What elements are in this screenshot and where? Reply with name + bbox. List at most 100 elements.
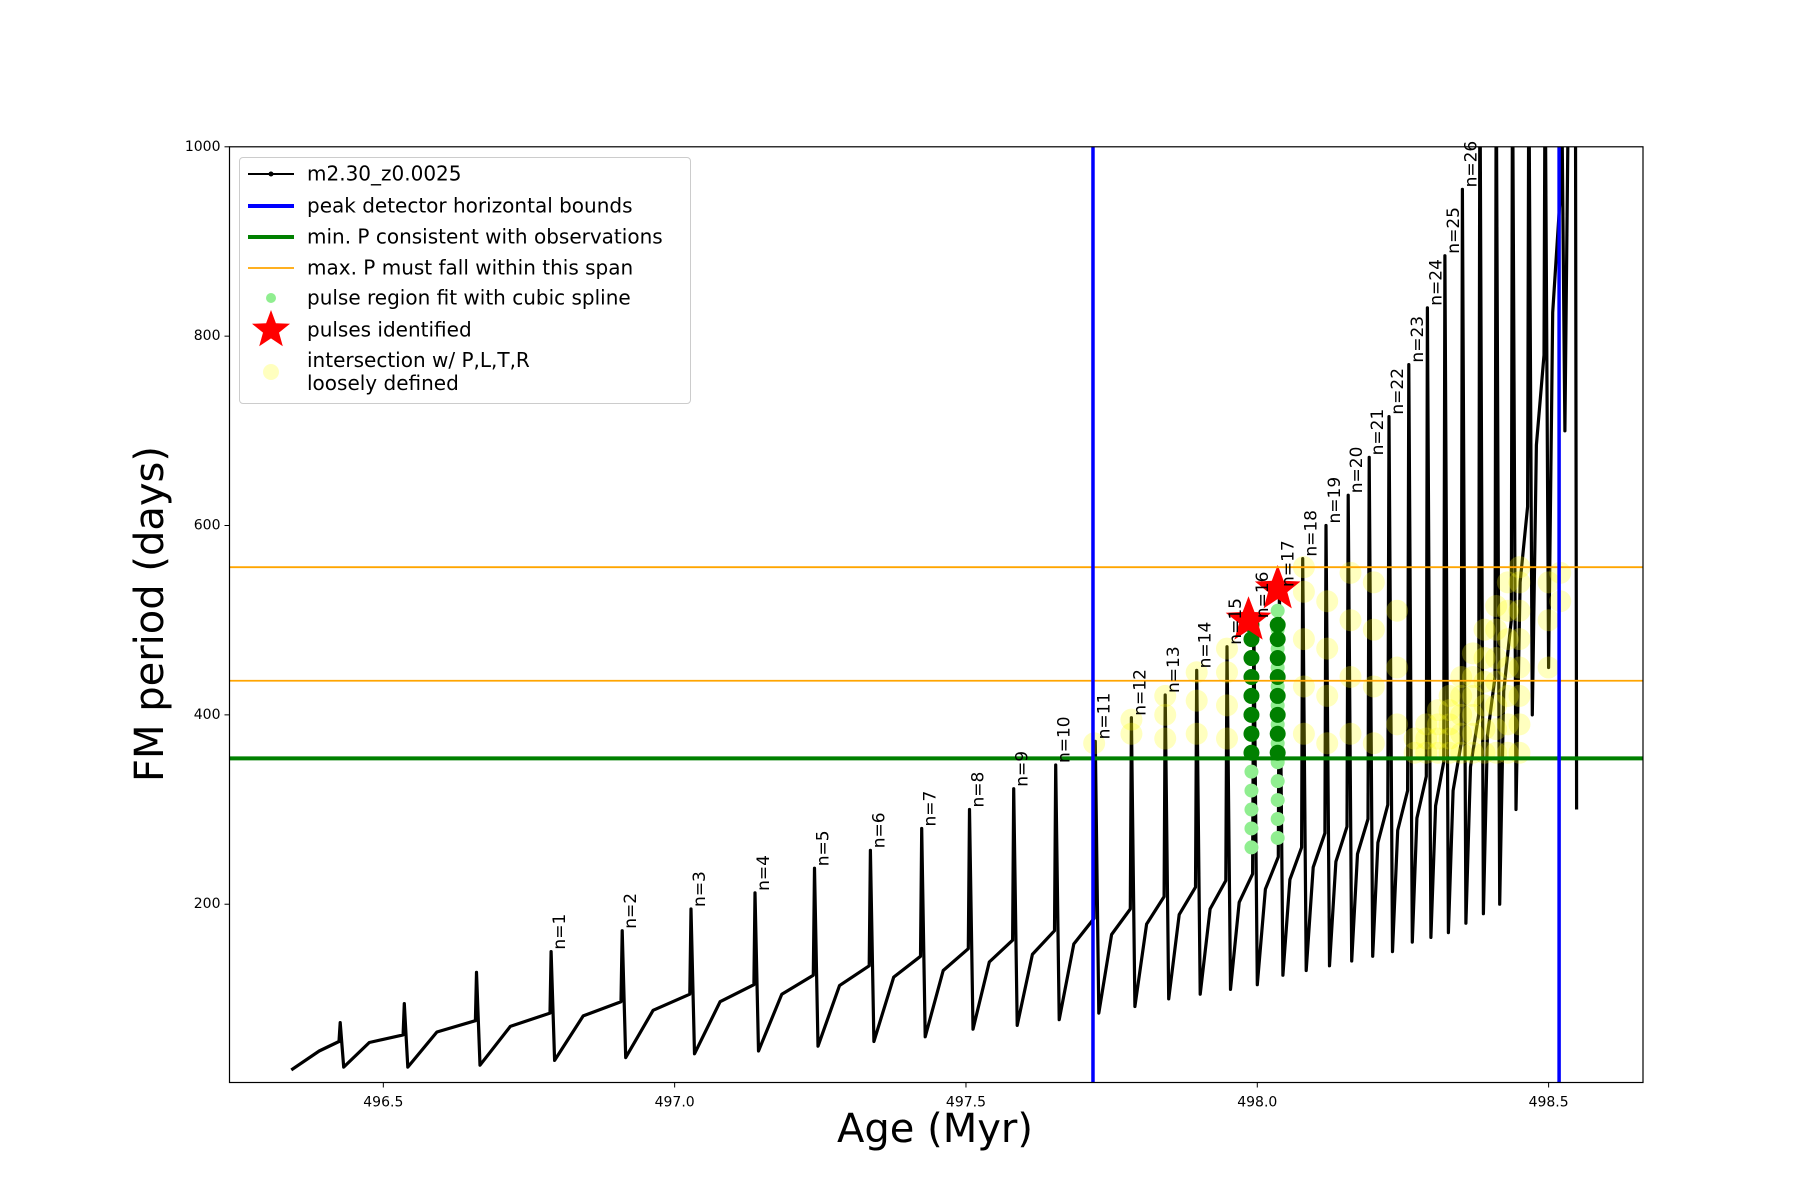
scatter-point	[1508, 741, 1531, 764]
pulse-label: n=8	[968, 772, 988, 808]
scatter-point	[1386, 713, 1409, 736]
legend-label: max. P must fall within this span	[307, 255, 634, 280]
scatter-point	[1485, 718, 1508, 741]
scatter-point	[1243, 668, 1260, 685]
scatter-point	[1215, 727, 1238, 750]
scatter-point	[1154, 684, 1177, 707]
scatter-point	[1120, 722, 1143, 745]
data-line	[290, 146, 1579, 1072]
pulse-label: n=19	[1325, 477, 1345, 524]
scatter-point	[1244, 802, 1259, 817]
scatter-point	[1537, 609, 1560, 632]
scatter-point	[1339, 665, 1362, 688]
legend-item: pulses identified	[240, 310, 692, 350]
scatter-point	[1508, 684, 1531, 707]
scatter-point	[1485, 694, 1508, 717]
scatter-point	[1508, 628, 1531, 651]
pulse-label: n=22	[1388, 368, 1408, 415]
scatter-point	[1243, 650, 1260, 667]
scatter-point	[1415, 713, 1438, 736]
pulse-label: n=11	[1094, 693, 1114, 740]
scatter-point	[1270, 793, 1285, 808]
legend-key	[266, 293, 276, 303]
y-tick-label: 600	[194, 518, 221, 534]
scatter-point	[1362, 675, 1385, 698]
x-tick-label: 497.5	[946, 1095, 986, 1111]
scatter-point	[1386, 656, 1409, 679]
scatter-point	[1270, 774, 1285, 789]
scatter-point	[1426, 727, 1449, 750]
scatter-point	[1438, 684, 1461, 707]
scatter-point	[1426, 699, 1449, 722]
scatter-point	[1461, 703, 1484, 726]
legend-item: intersection w/ P,L,T,R loosely defined	[240, 349, 692, 395]
scatter-point	[1496, 599, 1519, 622]
scatter-point	[1508, 713, 1531, 736]
y-tick-label: 1000	[185, 139, 221, 155]
annotations: n=1 n=2 n=3 n=4 n=5 n=6 n=7 n=8 n=9 n=10 n=11 n=12 n…	[550, 141, 1481, 950]
scatter-point	[1508, 656, 1531, 679]
scatter-point	[1403, 727, 1426, 750]
scatter-point	[1269, 631, 1286, 648]
pulse-label: n=17	[1278, 540, 1298, 587]
scatter-point	[1243, 687, 1260, 704]
legend-item: m2.30_z0.0025	[240, 154, 692, 194]
scatter-point	[1292, 722, 1315, 745]
scatter-point	[1215, 637, 1238, 660]
pulse-label: n=23	[1408, 316, 1428, 363]
pulse-label: n=21	[1368, 409, 1388, 456]
legend-label: pulse region fit with cubic spline	[307, 285, 631, 310]
pulse-label: n=5	[813, 830, 833, 866]
scatter-point	[1473, 694, 1496, 717]
y-tick-label: 200	[194, 896, 221, 912]
scatter-point	[1473, 647, 1496, 670]
scatter-point	[1450, 703, 1473, 726]
x-axis-label: Age (Myr)	[837, 1106, 1033, 1152]
scatter-point	[1269, 616, 1286, 633]
pulse-label: n=24	[1426, 259, 1446, 306]
pulse-label: n=6	[869, 812, 889, 848]
scatter-point	[1426, 713, 1449, 736]
pulse-label: n=16	[1253, 572, 1273, 619]
scatter-point	[1537, 656, 1560, 679]
scatter-point	[1508, 599, 1531, 622]
scatter-point	[1244, 783, 1259, 798]
legend-key	[248, 235, 294, 239]
scatter-point	[1438, 713, 1461, 736]
legend-key	[252, 310, 290, 347]
scatter-point	[1362, 732, 1385, 755]
pulse-label: n=13	[1164, 646, 1184, 693]
legend-symbol	[268, 171, 274, 177]
legend-symbol	[266, 293, 276, 303]
scatter-point	[1473, 670, 1496, 693]
scatter-point	[1485, 618, 1508, 641]
legend-label: min. P consistent with observations	[307, 224, 663, 249]
scatter-point	[1316, 590, 1339, 613]
scatter-point	[1243, 706, 1260, 723]
pulse-label: n=26	[1461, 141, 1481, 188]
axes-frame	[228, 146, 1644, 1084]
scatter-point	[1269, 687, 1286, 704]
scatter-point	[1496, 656, 1519, 679]
scatter-point	[1485, 647, 1508, 670]
scatter-point	[1270, 830, 1285, 845]
scatter-point	[1316, 637, 1339, 660]
x-tick-label: 498.5	[1529, 1095, 1569, 1111]
legend-symbol	[263, 364, 279, 380]
scatter-point	[1461, 684, 1484, 707]
scatter-point	[1244, 821, 1259, 836]
scatter-point	[1215, 694, 1238, 717]
scatter-point	[1339, 609, 1362, 632]
scatter-point	[1270, 812, 1285, 827]
scatter-point	[1450, 722, 1473, 745]
x-tick-label: 497.0	[655, 1095, 695, 1111]
pulse-label: n=7	[921, 791, 941, 827]
scatter-point	[1438, 727, 1461, 750]
pulse-label: n=2	[621, 893, 641, 929]
y-tick-label: 400	[194, 707, 221, 723]
legend-label: pulses identified	[307, 317, 472, 342]
scatter-point	[1243, 631, 1260, 648]
scatter-point	[1292, 580, 1315, 603]
scatter-point	[1508, 571, 1531, 594]
